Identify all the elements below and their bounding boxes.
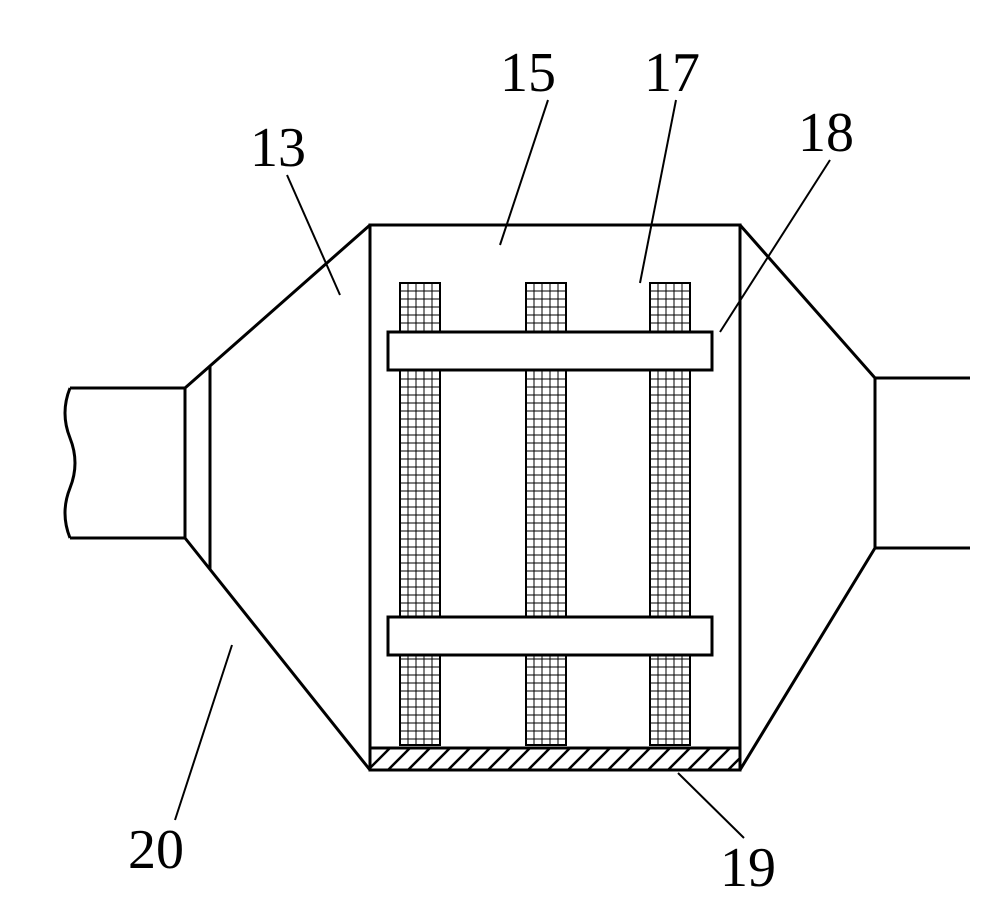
label-13: 13 [250, 120, 306, 176]
label-20: 20 [128, 822, 184, 878]
label-17: 17 [644, 45, 700, 101]
label-15: 15 [500, 45, 556, 101]
label-18: 18 [798, 105, 854, 161]
label-19: 19 [720, 840, 776, 896]
diagram-stage: 13 15 17 18 19 20 [0, 0, 1000, 903]
